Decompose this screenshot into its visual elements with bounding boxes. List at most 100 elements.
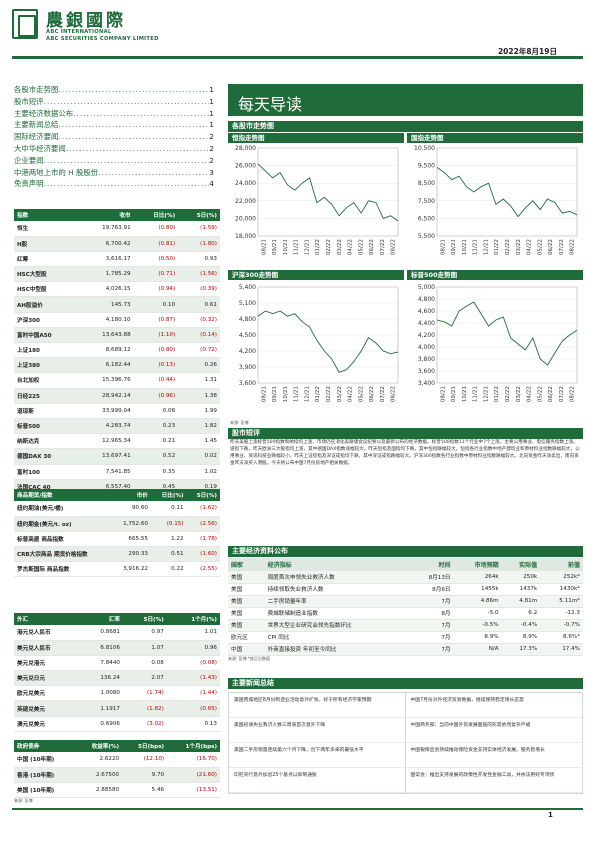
table-cell: 1.45	[178, 433, 220, 450]
toc-item[interactable]: 各股市走势图 1	[14, 84, 214, 96]
toc-item[interactable]: 免责声明 4	[14, 178, 214, 190]
table-cell: 0.22	[150, 561, 187, 578]
toc-item[interactable]: 主要经济数据公布 1	[14, 108, 214, 120]
column-header: 日比(%)	[150, 489, 187, 501]
bond-source: 来源: 彭博	[14, 798, 33, 804]
table-cell: 0.26	[178, 357, 220, 374]
table-cell: 12,965.34	[78, 433, 134, 450]
table-cell: 0.97	[122, 625, 167, 641]
table-row: 英磅兑美元 1.1917 (1.82) (0.65)	[14, 700, 220, 717]
y-tick-label: 9,500	[418, 163, 435, 170]
table-cell: 6,182.44	[78, 357, 134, 374]
table-row: 标普500 4,283.74 0.23 1.82	[14, 418, 220, 435]
table-cell: 0.08	[122, 655, 167, 672]
table-cell: 0.23	[133, 418, 179, 435]
toc-item[interactable]: 大中华经济要闻 2	[14, 143, 214, 155]
chart-title-sp500: 标普500走势图	[407, 270, 583, 280]
news-item[interactable]: 美国初请失业救济人数三周来首次意外下降	[229, 718, 406, 743]
table-cell: 145.73	[78, 296, 134, 313]
news-item[interactable]: 中国商务部：当前中国外贸发展面临的形势依然复杂严峻	[405, 718, 582, 743]
table-row: 纽约期油(美元/桶) 90.60 0.11 (1.62)	[14, 501, 220, 517]
table-cell: 1455k	[453, 583, 502, 596]
table-cell: 美国	[228, 607, 265, 620]
table-cell: 中国	[228, 643, 265, 656]
news-item[interactable]: 国常会：推出支持发展的政策性开发性金融工具，并依法用好专项债	[405, 768, 582, 793]
x-tick-label: 06/22	[369, 239, 375, 255]
table-cell: 1.1917	[80, 700, 123, 717]
table-row: 香港 (10年期) 2.67500 9.70 (21.60)	[14, 767, 220, 783]
column-header: 商品期货/指数	[14, 489, 112, 501]
table-cell: 5.11m*	[540, 595, 583, 608]
table-cell: 13,643.88	[78, 327, 134, 344]
table-cell: 英磅兑美元	[14, 700, 81, 717]
chart-title-hsi: 恒指走势图	[228, 133, 404, 143]
table-cell: 日经225	[14, 388, 79, 404]
page-number: 1	[548, 811, 553, 819]
table-cell: (0.13)	[133, 357, 179, 374]
x-tick-label: 07/22	[380, 239, 386, 255]
abc-logo-icon	[12, 9, 38, 39]
y-tick-label: 5,100	[239, 300, 256, 307]
table-row: 美元兑港元 7.8440 0.08 (0.08)	[14, 655, 220, 672]
news-item[interactable]: 中国银保监会持续推动保险资金支持实体经济发展，服务稳增长	[405, 743, 582, 768]
table-row: 美国 (10年期) 2.88580 5.46 (13.51)	[14, 782, 220, 799]
table-cell: 美国	[228, 619, 265, 632]
header-divider	[12, 56, 583, 59]
toc-item[interactable]: 中港两地上市的 H 股股份 3	[14, 167, 214, 179]
column-header: 市价	[111, 489, 151, 501]
news-item[interactable]: 美国费城地区8月份制造业活动意外扩张，好于所有经济学家预期	[229, 693, 406, 718]
y-tick-label: 22,000	[235, 198, 256, 205]
table-row: 富时中国A50 13,643.88 (1.10) (0.14)	[14, 327, 220, 344]
table-cell: 沪深300	[14, 312, 79, 328]
table-cell: 0.8681	[80, 625, 123, 641]
table-cell: -0.4%	[501, 619, 541, 632]
table-cell: 欧元兑美元	[14, 685, 81, 702]
table-cell: 0.10	[133, 296, 179, 313]
toc-item[interactable]: 主要新闻总结 1	[14, 119, 214, 131]
table-cell: 富时100	[14, 464, 79, 480]
toc-item[interactable]: 国际经济要闻 2	[14, 131, 214, 143]
table-cell: 美国 (10年期)	[14, 782, 75, 799]
column-header: 时间	[408, 558, 454, 571]
toc-item-page: 2	[209, 132, 214, 142]
table-cell: (0.39)	[178, 281, 220, 298]
table-row: 沪深300 4,180.10 (0.87) (0.32)	[14, 312, 220, 328]
toc-item-title: 免责声明	[14, 179, 44, 189]
news-item[interactable]: 中国7月份对外经济贸易数据，继续保持稳定增长态势	[405, 693, 582, 718]
table-cell: 90.60	[111, 501, 151, 517]
table-cell: 3,616.17	[78, 251, 134, 268]
table-cell: 2.6220	[74, 752, 123, 768]
report-date: 2022年8月19日	[497, 47, 557, 56]
table-cell: 17.3%	[501, 643, 541, 656]
table-cell: 澳元兑美元	[14, 716, 81, 732]
x-tick-label: 07/22	[380, 386, 386, 402]
x-tick-label: 10/21	[462, 386, 468, 403]
x-tick-label: 05/22	[358, 386, 364, 402]
x-tick-label: 04/22	[348, 386, 354, 402]
footer-divider	[12, 808, 583, 810]
table-cell: 周度首次申领失业救济人数	[264, 571, 409, 584]
news-item[interactable]: 印尼央行意外加息25个基点以抑制通胀	[229, 768, 406, 793]
x-tick-label: 04/22	[348, 239, 354, 255]
table-cell: 1.02	[178, 464, 220, 480]
x-tick-label: 01/22	[315, 386, 321, 402]
table-cell: 1.22	[150, 531, 187, 548]
commentary-section-header: 股市短评	[228, 428, 583, 439]
y-tick-label: 20,000	[235, 215, 256, 222]
table-row: HSC大型股 1,785.29 (0.71) (1.56)	[14, 266, 220, 283]
table-row: 道琼斯 33,999.04 0.06 1.99	[14, 403, 220, 419]
toc-item[interactable]: 股市短评 1	[14, 96, 214, 108]
plot-frame	[257, 147, 399, 237]
toc-item[interactable]: 企业要闻 2	[14, 155, 214, 167]
x-tick-label: 08/21	[440, 386, 446, 403]
charts-source: 来源: 彭博	[230, 420, 249, 425]
table-cell: 1.01	[166, 625, 220, 641]
x-tick-label: 01/22	[494, 239, 500, 255]
news-item[interactable]: 美国二手房销量连续第六个月下降，创下两年多来的最低水平	[229, 743, 406, 768]
table-cell: 0.11	[150, 501, 187, 517]
table-cell: (1.74)	[122, 685, 167, 702]
y-tick-label: 4,500	[239, 332, 256, 339]
y-tick-label: 5,400	[239, 284, 256, 291]
x-tick-label: 09/21	[272, 239, 278, 256]
y-tick-label: 7,500	[418, 198, 435, 205]
